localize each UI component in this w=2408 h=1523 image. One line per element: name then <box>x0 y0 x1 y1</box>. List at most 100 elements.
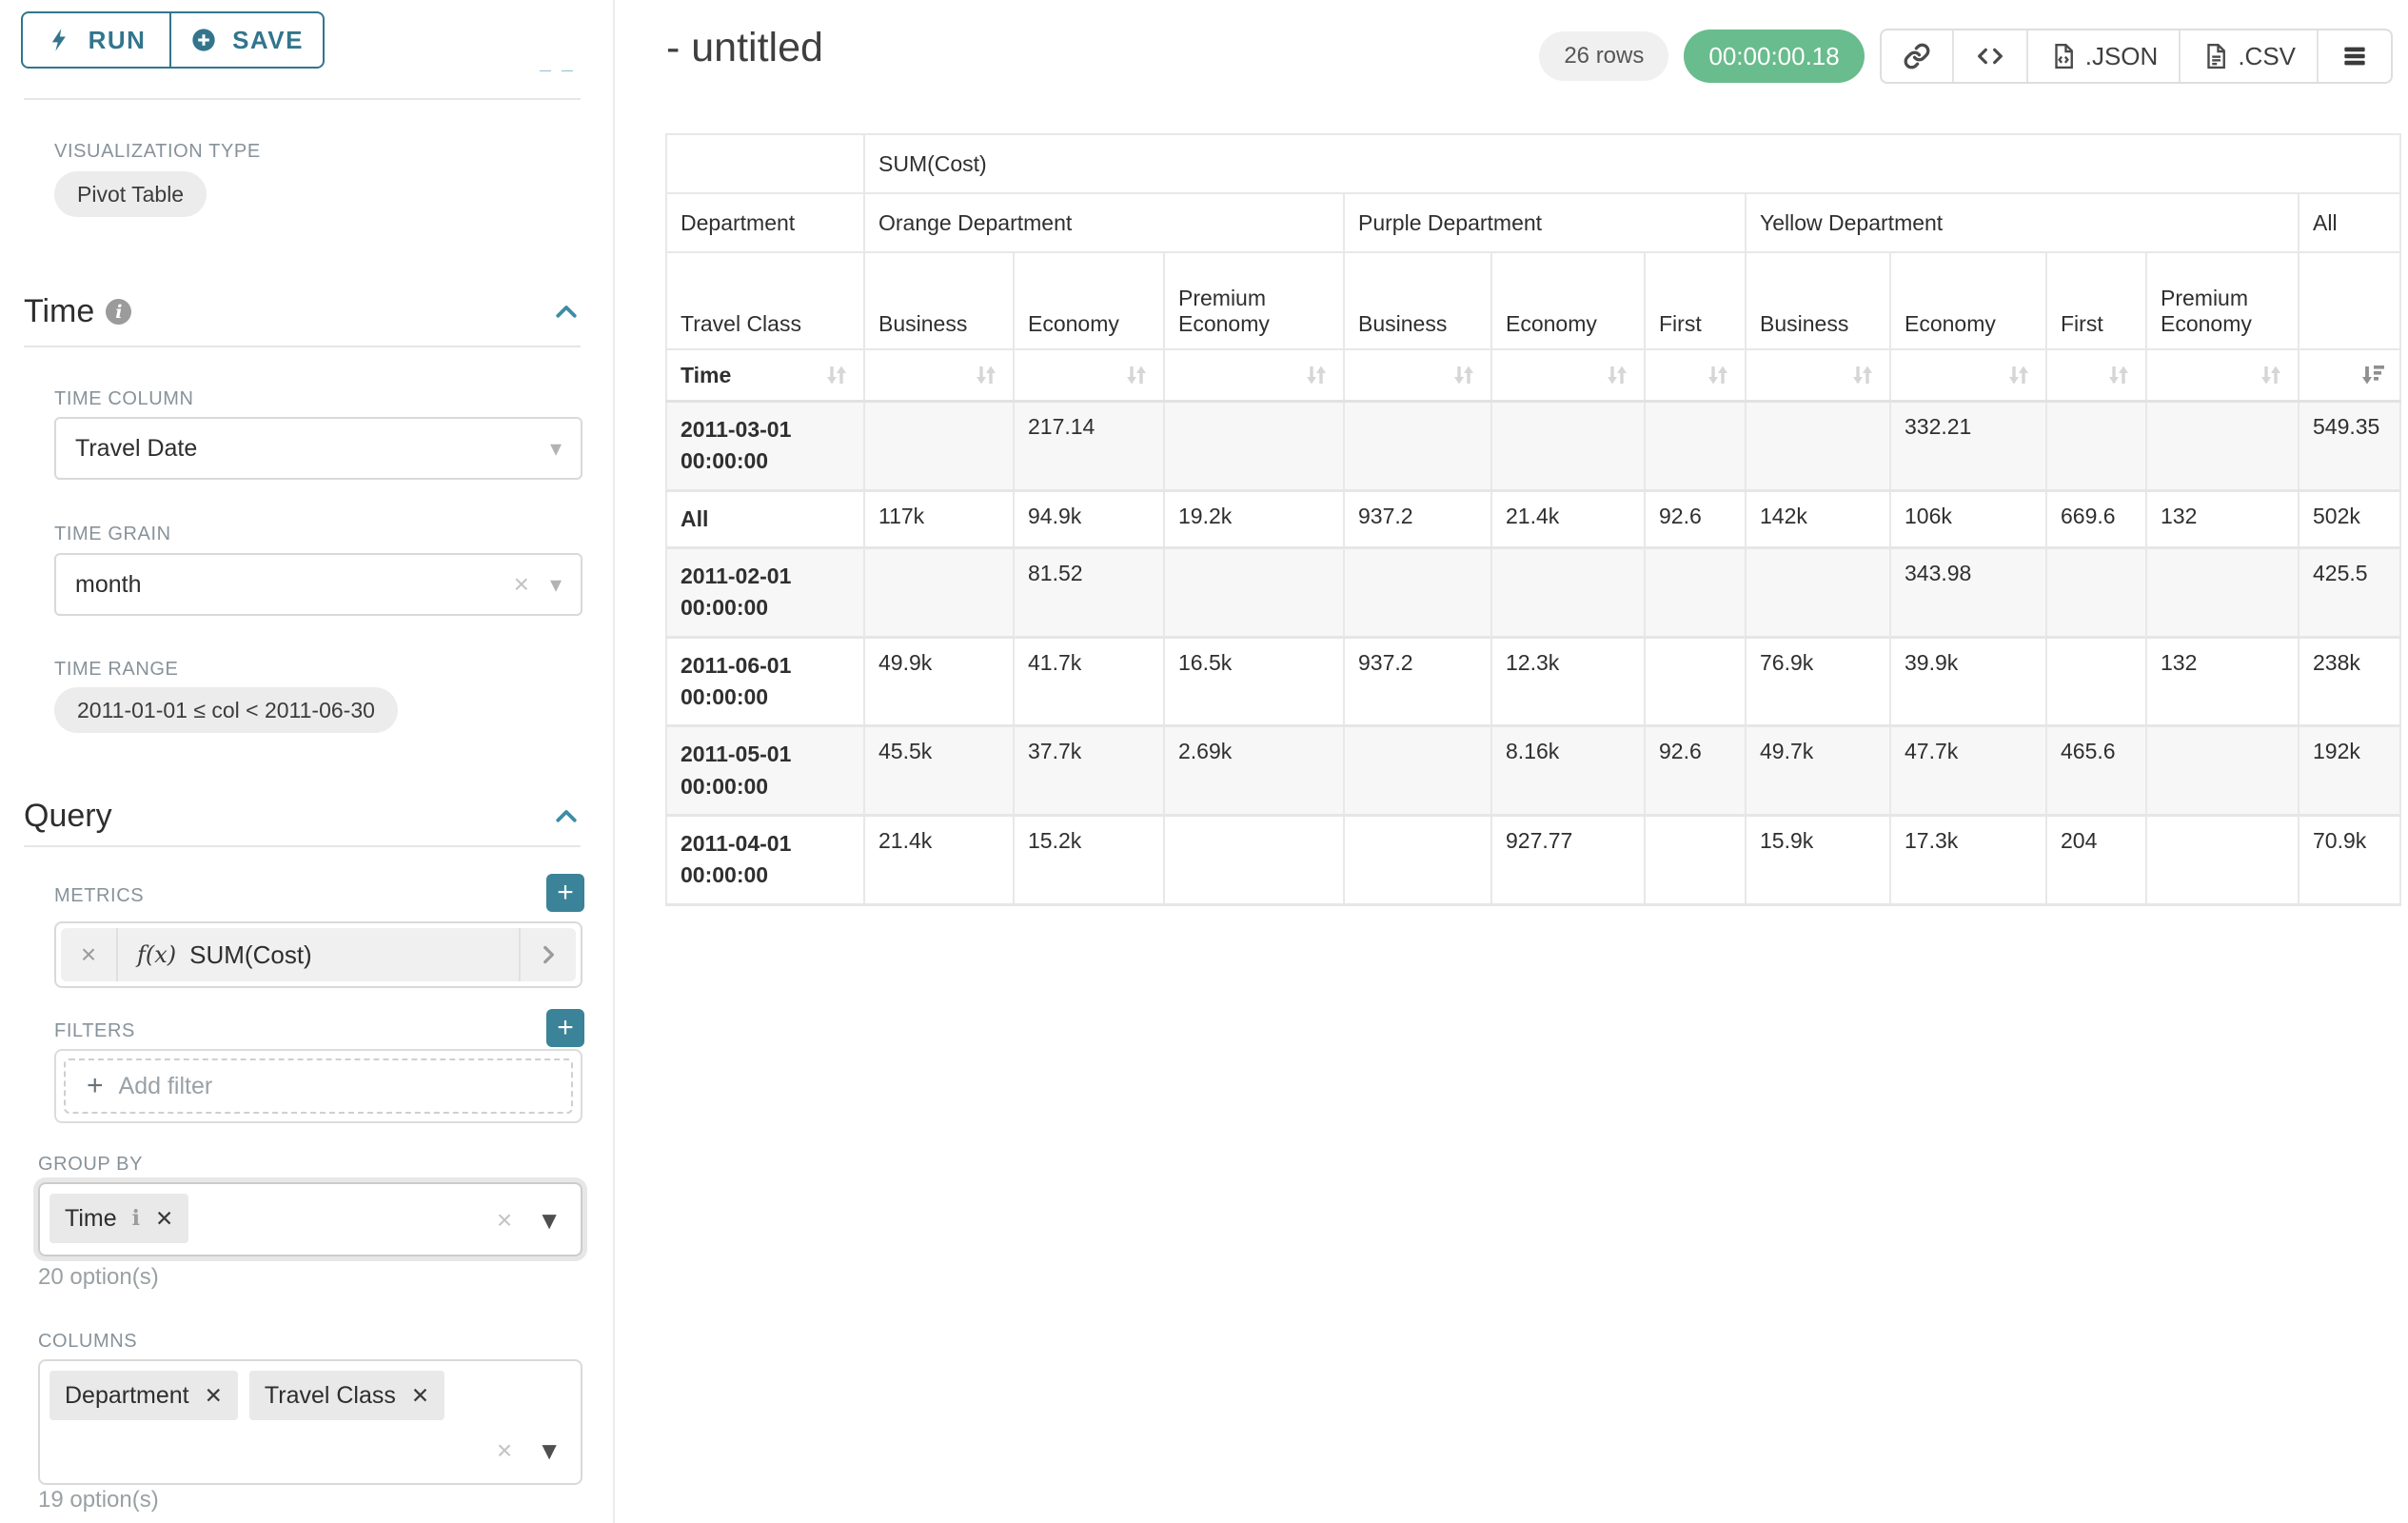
columns-label: COLUMNS <box>38 1331 137 1353</box>
filters-container: + Add filter <box>54 1049 582 1123</box>
time-column-select[interactable]: Travel Date ▾ <box>54 417 582 480</box>
column-sort-header[interactable] <box>2046 349 2146 402</box>
query-section-header: Query <box>24 798 581 835</box>
column-sort-header[interactable] <box>864 349 1014 402</box>
column-sort-header-active[interactable] <box>2299 349 2400 402</box>
add-filter-plus-button[interactable]: + <box>546 1009 584 1047</box>
sort-icon[interactable] <box>973 362 999 388</box>
visualization-type-pill[interactable]: Pivot Table <box>54 171 207 217</box>
column-sort-header[interactable] <box>1890 349 2046 402</box>
column-sort-header[interactable] <box>2146 349 2299 402</box>
add-metric-button[interactable]: + <box>546 874 584 912</box>
sort-header-row: Time <box>666 349 2400 402</box>
remove-tag-icon[interactable]: ✕ <box>205 1383 223 1409</box>
clear-icon[interactable]: × <box>514 569 529 600</box>
export-json-button[interactable]: .JSON <box>2026 30 2180 82</box>
class-header: Economy <box>1014 252 1164 349</box>
add-filter-button[interactable]: + Add filter <box>64 1058 573 1114</box>
remove-tag-icon[interactable]: ✕ <box>155 1206 173 1232</box>
class-header: Premium Economy <box>1164 252 1344 349</box>
caret-down-icon[interactable]: ▼ <box>537 1206 562 1236</box>
info-icon: i <box>132 1206 140 1231</box>
tag-label: Travel Class <box>265 1382 396 1410</box>
group-by-select[interactable]: Time i ✕ × ▼ <box>38 1182 582 1256</box>
chevron-right-icon <box>536 942 561 967</box>
sort-icon[interactable] <box>2005 362 2032 388</box>
cell: 41.7k <box>1014 637 1164 726</box>
lightning-bolt-icon <box>47 27 73 53</box>
sort-icon[interactable] <box>2258 362 2284 388</box>
remove-tag-icon[interactable]: ✕ <box>411 1383 429 1409</box>
column-sort-header[interactable] <box>1344 349 1491 402</box>
sort-icon[interactable] <box>823 362 850 388</box>
control-panel-sidebar: Chart Type RUN SAVE VISUALIZATION TYPE P… <box>0 0 615 1523</box>
copy-link-button[interactable] <box>1882 30 1952 82</box>
sort-descending-icon[interactable] <box>2359 362 2386 388</box>
sort-icon[interactable] <box>1705 362 1731 388</box>
sort-icon[interactable] <box>1123 362 1150 388</box>
cell <box>1491 402 1645 491</box>
sort-icon[interactable] <box>1451 362 1477 388</box>
cell <box>1164 548 1344 638</box>
page-title[interactable]: - untitled <box>666 25 823 71</box>
time-grain-select[interactable]: month × ▾ <box>54 553 582 616</box>
cell <box>1645 402 1746 491</box>
travel-class-header-row: Travel Class Business Economy Premium Ec… <box>666 252 2400 349</box>
result-header-controls: 26 rows 00:00:00.18 .JSON .CSV <box>1539 29 2393 84</box>
column-sort-header[interactable] <box>1491 349 1645 402</box>
group-by-tag-time[interactable]: Time i ✕ <box>49 1194 188 1243</box>
sort-icon[interactable] <box>1303 362 1330 388</box>
cell: 21.4k <box>864 816 1014 905</box>
table-row: 2011-06-01 00:00:00 49.9k 41.7k 16.5k 93… <box>666 637 2400 726</box>
chevron-up-icon[interactable] <box>552 298 581 326</box>
cell: 106k <box>1890 490 2046 547</box>
time-sort-header[interactable]: Time <box>666 349 864 402</box>
clear-icon[interactable]: × <box>497 1205 512 1236</box>
column-sort-header[interactable] <box>1645 349 1746 402</box>
metric-item[interactable]: × f(x) SUM(Cost) <box>61 928 576 981</box>
sort-icon[interactable] <box>2105 362 2132 388</box>
cell: 49.9k <box>864 637 1014 726</box>
cell <box>2146 548 2299 638</box>
caret-down-icon: ▾ <box>550 435 562 463</box>
export-csv-button[interactable]: .CSV <box>2179 30 2317 82</box>
csv-button-label: .CSV <box>2238 42 2296 71</box>
json-file-icon <box>2049 42 2078 70</box>
chevron-up-icon[interactable] <box>552 802 581 831</box>
clear-icon[interactable]: × <box>497 1435 512 1466</box>
department-axis-label: Department <box>666 193 864 252</box>
cell: 204 <box>2046 816 2146 905</box>
cell: 142k <box>1746 490 1890 547</box>
caret-down-icon[interactable]: ▼ <box>537 1436 562 1466</box>
column-sort-header[interactable] <box>1014 349 1164 402</box>
menu-button[interactable] <box>2317 30 2391 82</box>
department-group-all: All <box>2299 193 2400 252</box>
table-row: 2011-02-01 00:00:00 81.52 343.98 425.5 <box>666 548 2400 638</box>
sort-icon[interactable] <box>1604 362 1630 388</box>
sort-icon[interactable] <box>1849 362 1876 388</box>
cell <box>2146 726 2299 816</box>
columns-select[interactable]: Department ✕ Travel Class ✕ × ▼ <box>38 1359 582 1485</box>
column-sort-header[interactable] <box>1164 349 1344 402</box>
run-button[interactable]: RUN <box>21 11 170 69</box>
fx-icon: f(x) <box>137 941 176 968</box>
time-range-pill[interactable]: 2011-01-01 ≤ col < 2011-06-30 <box>54 687 398 733</box>
cell: 92.6 <box>1645 490 1746 547</box>
cell <box>864 402 1014 491</box>
view-query-button[interactable] <box>1952 30 2026 82</box>
remove-metric-icon[interactable]: × <box>61 928 118 981</box>
row-header: 2011-05-01 00:00:00 <box>666 726 864 816</box>
columns-tag-department[interactable]: Department ✕ <box>49 1371 238 1420</box>
cell <box>2046 402 2146 491</box>
query-timer-badge: 00:00:00.18 <box>1684 30 1864 83</box>
columns-tag-travel-class[interactable]: Travel Class ✕ <box>249 1371 444 1420</box>
cell: 132 <box>2146 637 2299 726</box>
divider <box>24 346 581 347</box>
save-button[interactable]: SAVE <box>170 11 325 69</box>
cell <box>1491 548 1645 638</box>
metric-expand-handle[interactable] <box>519 928 576 981</box>
cell: 192k <box>2299 726 2400 816</box>
cell <box>1344 402 1491 491</box>
column-sort-header[interactable] <box>1746 349 1890 402</box>
cell: 117k <box>864 490 1014 547</box>
